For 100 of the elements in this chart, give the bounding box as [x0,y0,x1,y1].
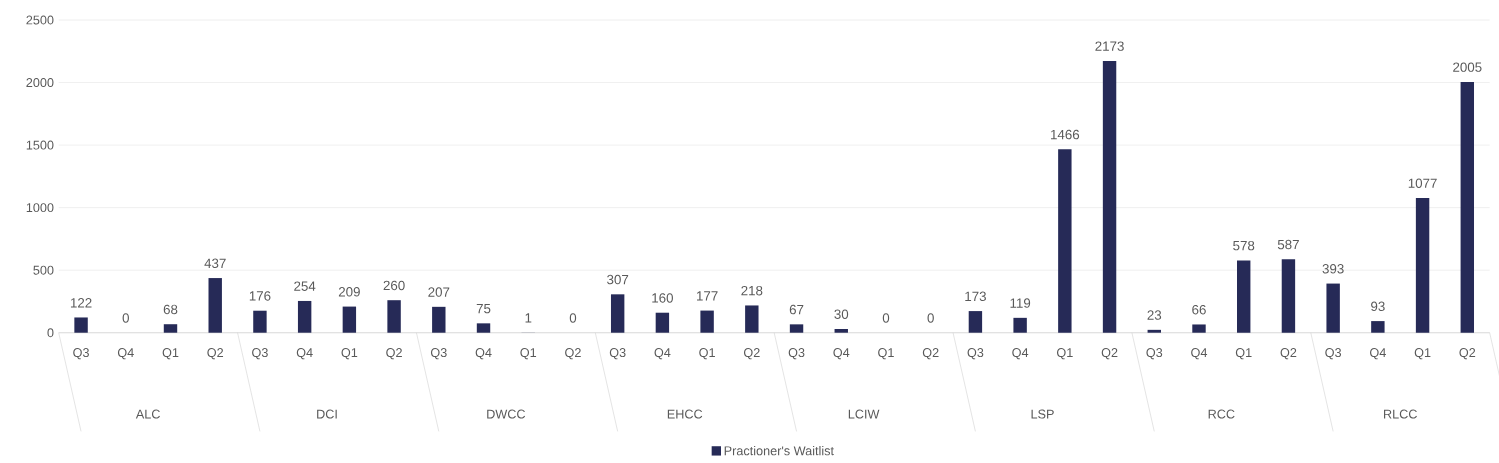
bar [208,278,222,333]
x-tick-label: Q2 [1101,348,1118,360]
data-label: 1077 [1408,178,1437,189]
text: LCIW [848,409,880,419]
bar [1058,149,1072,333]
x-tick-label: Q4 [117,348,134,360]
bar [789,324,804,333]
data-label: 75 [476,304,491,314]
data-label: 23 [1147,310,1162,320]
data-label: 307 [607,274,629,285]
y-tick-label: 2000 [26,78,54,88]
data-label: 68 [163,304,178,315]
bar [163,324,178,333]
bar [1371,321,1385,333]
data-label: 207 [428,287,450,297]
data-label: 119 [1010,298,1031,308]
text: ALC [135,409,160,419]
y-tick-label: 0 [47,328,54,338]
text: DWCC [487,409,526,419]
data-label: 66 [1192,305,1206,315]
x-tick-label: Q3 [73,348,89,360]
x-tick-label: Q4 [1191,348,1208,360]
text: RLCC [1384,409,1417,419]
bar [342,306,357,333]
data-label: 173 [965,291,986,302]
data-label: 2005 [1453,62,1482,72]
x-tick-label: Q3 [1146,348,1163,360]
x-tick-label: Q2 [565,348,581,360]
data-label: 122 [70,298,92,308]
legend-label: Practioner's Waitlist [724,446,834,456]
y-tick-label: 2500 [26,15,54,25]
data-label: 67 [789,304,804,315]
data-label: 0 [569,313,577,323]
bar [1460,82,1475,333]
x-tick-label: Q2 [207,348,224,360]
data-label: 2173 [1095,41,1124,51]
data-label: 1466 [1051,129,1080,140]
bar [745,305,759,333]
data-label: 578 [1233,241,1255,251]
bar [1147,329,1161,333]
x-tick-label: Q4 [654,348,671,360]
bar [74,317,88,333]
bar [1281,259,1296,333]
x-tick-label: Q4 [1012,348,1029,360]
bar [253,310,267,333]
data-label: 177 [697,291,718,301]
x-tick-label: Q3 [1325,348,1342,360]
x-tick-label: Q1 [162,348,179,360]
x-tick-label: Q3 [252,348,268,360]
bar [834,329,848,333]
x-tick-label: Q4 [475,348,492,360]
bar [655,312,670,333]
data-label: 160 [652,293,673,303]
x-tick-label: Q2 [743,348,760,360]
data-label: 587 [1277,239,1299,250]
data-label: 218 [741,286,763,296]
x-tick-label: Q2 [922,348,939,360]
x-tick-label: Q2 [386,348,402,360]
x-tick-label: Q4 [296,348,313,360]
data-label: 93 [1371,301,1385,312]
x-tick-label: Q1 [878,348,894,360]
text: LSP [1031,409,1054,419]
bar [610,294,625,333]
bar [1415,198,1430,333]
data-label: 1 [525,313,532,323]
x-tick-label: Q3 [609,348,626,360]
data-label: 260 [383,280,405,291]
x-tick-label: Q3 [788,348,805,360]
data-label: 0 [882,313,890,323]
x-tick-label: Q1 [1057,348,1073,360]
bar [432,306,446,333]
text: DCI [317,409,337,419]
bar [476,323,491,333]
x-tick-label: Q1 [1235,348,1252,360]
data-label: 0 [927,313,934,323]
text: RCC [1208,409,1235,419]
y-tick-label: 1500 [26,140,54,150]
bar [700,310,714,333]
data-label: 393 [1322,264,1344,274]
x-tick-label: Q1 [341,348,358,360]
bar [1013,317,1027,333]
x-tick-label: Q1 [520,348,537,360]
data-label: 30 [834,309,849,320]
bar [1102,61,1117,333]
bar [297,301,312,333]
data-label: 209 [338,287,360,297]
data-label: 176 [249,291,271,301]
bar [1192,324,1206,333]
x-tick-label: Q4 [1370,348,1386,360]
x-tick-label: Q2 [1280,348,1297,360]
x-tick-label: Q4 [833,348,850,360]
x-tick-label: Q1 [1414,348,1431,360]
data-label: 437 [204,258,226,269]
bar [1237,260,1251,333]
y-tick-label: 500 [33,265,54,275]
data-label: 254 [294,281,316,292]
x-tick-label: Q3 [430,348,447,360]
data-label: 0 [122,313,129,323]
bar [387,300,401,333]
text: EHCC [667,409,703,419]
